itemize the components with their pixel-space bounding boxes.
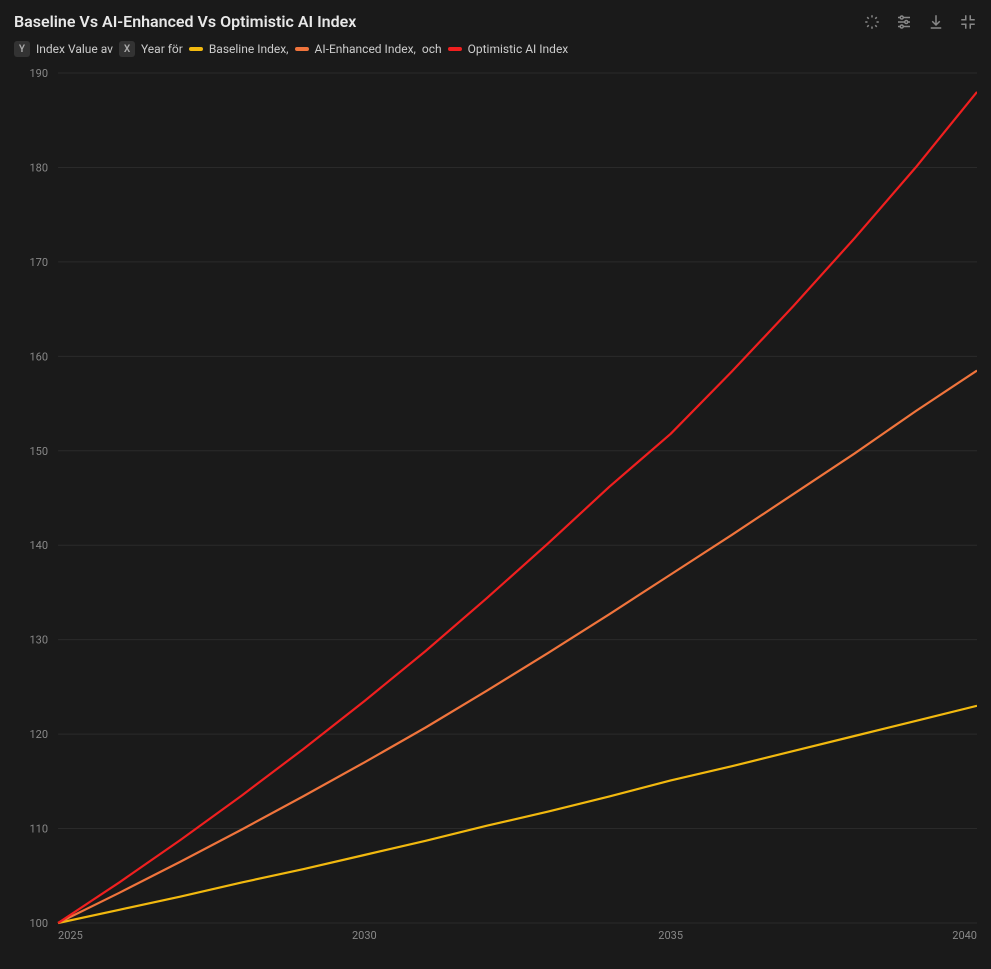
y-axis-label: Index Value av <box>36 42 113 56</box>
x-tick-label: 2040 <box>952 929 977 942</box>
y-axis-badge: Y <box>14 41 30 57</box>
sparkle-icon[interactable] <box>863 13 881 31</box>
legend-separator: och <box>422 42 442 56</box>
legend-swatch-ai-enhanced[interactable] <box>295 47 309 51</box>
x-tick-label: 2025 <box>58 929 83 942</box>
series-line <box>58 371 977 924</box>
chart-legend: Y Index Value av X Year för Baseline Ind… <box>14 41 977 57</box>
chart-svg: 100 110 120 130 140 150 160 170 180 190 2025 2030 20… <box>14 65 977 945</box>
x-axis-label: Year för <box>141 42 183 56</box>
x-axis-badge: X <box>119 41 135 57</box>
y-tick-label: 130 <box>29 634 48 647</box>
legend-item-optimistic[interactable]: Optimistic AI Index <box>468 42 569 56</box>
y-tick-label: 190 <box>29 67 48 80</box>
legend-item-ai-enhanced[interactable]: AI-Enhanced Index, <box>315 42 416 56</box>
y-tick-label: 120 <box>29 728 48 741</box>
legend-item-baseline[interactable]: Baseline Index, <box>209 42 289 56</box>
legend-swatch-baseline[interactable] <box>189 47 203 51</box>
y-tick-label: 150 <box>29 445 48 458</box>
x-tick-label: 2035 <box>658 929 683 942</box>
chart-header: Baseline Vs AI-Enhanced Vs Optimistic AI… <box>14 12 977 31</box>
y-tick-label: 110 <box>29 823 48 836</box>
y-tick-label: 170 <box>29 256 48 269</box>
chart-title: Baseline Vs AI-Enhanced Vs Optimistic AI… <box>14 12 356 31</box>
series-line <box>58 706 977 923</box>
y-tick-label: 140 <box>29 539 48 552</box>
y-tick-label: 160 <box>29 350 48 363</box>
download-icon[interactable] <box>927 13 945 31</box>
legend-swatch-optimistic[interactable] <box>448 47 462 51</box>
settings-icon[interactable] <box>895 13 913 31</box>
chart-toolbar <box>863 13 977 31</box>
x-tick-label: 2030 <box>352 929 377 942</box>
plot-area[interactable]: 100 110 120 130 140 150 160 170 180 190 2025 2030 20… <box>14 65 977 945</box>
y-tick-label: 180 <box>29 161 48 174</box>
y-tick-label: 100 <box>29 917 48 930</box>
series-line <box>58 92 977 923</box>
collapse-icon[interactable] <box>959 13 977 31</box>
chart-panel: Baseline Vs AI-Enhanced Vs Optimistic AI… <box>0 0 991 969</box>
